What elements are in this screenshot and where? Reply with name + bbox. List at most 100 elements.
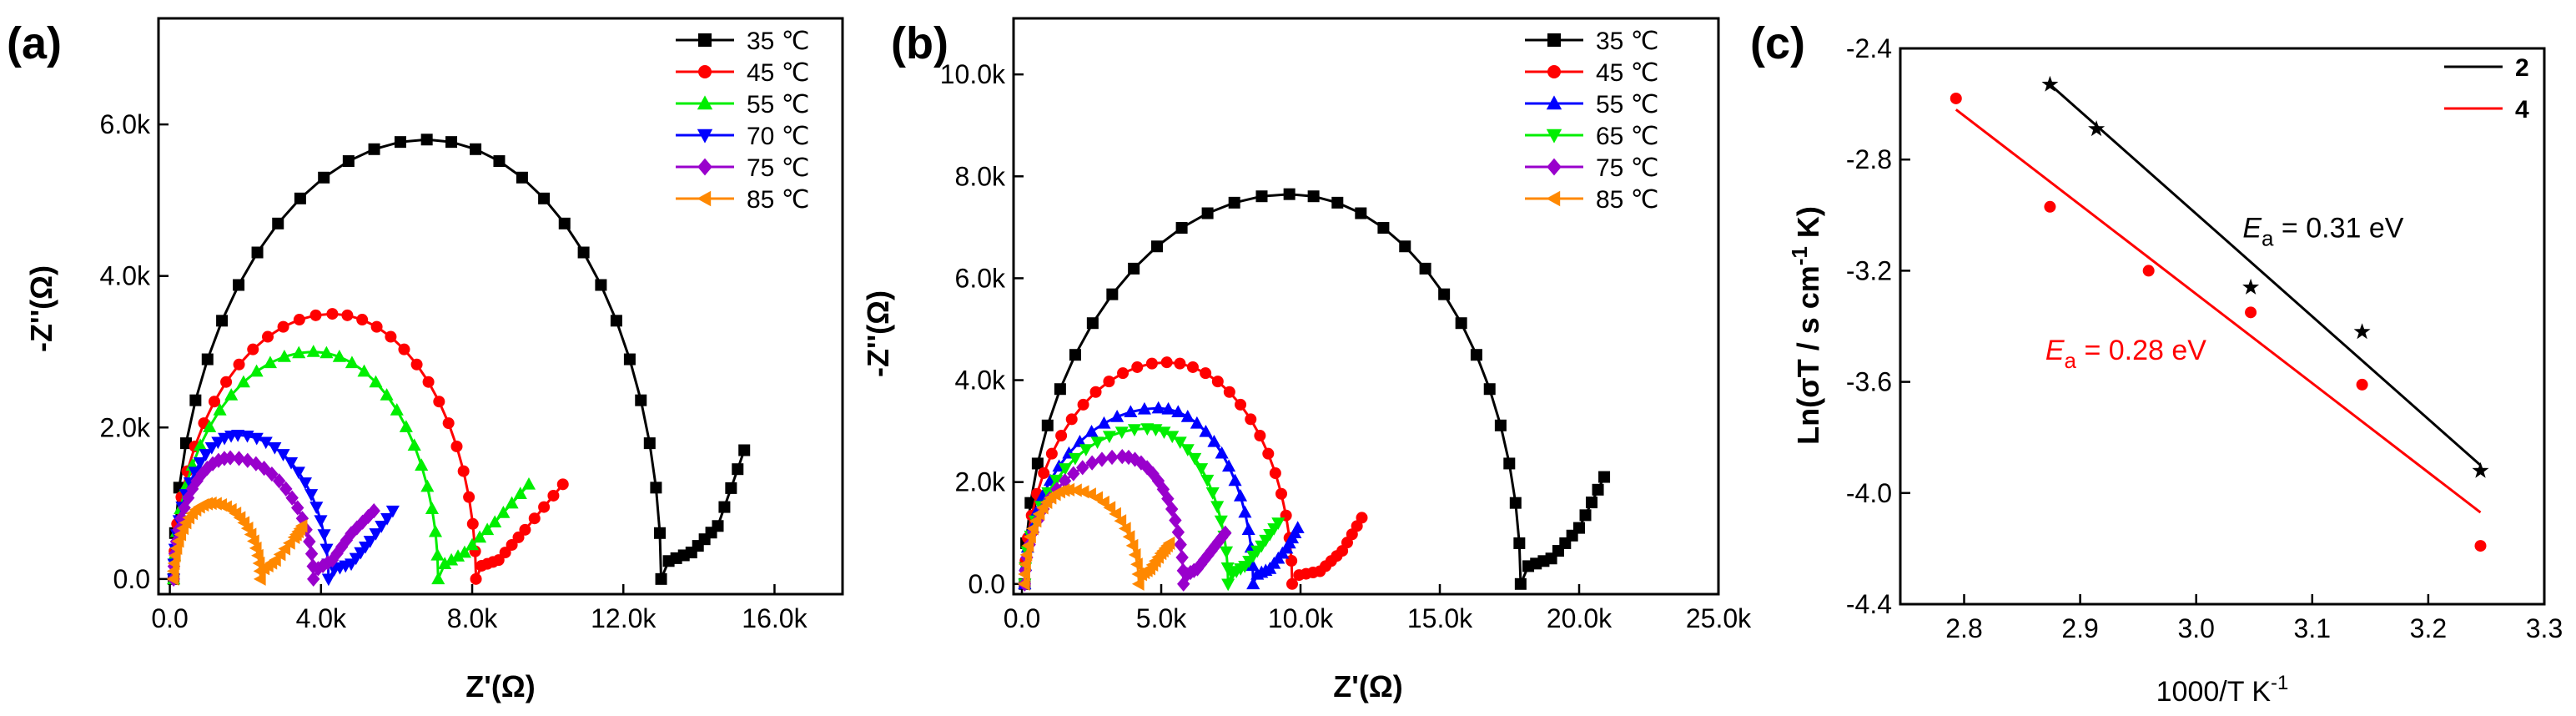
series-b-2-point — [1065, 413, 1078, 426]
series-a-5-point — [195, 466, 209, 482]
legend-label: 85 ℃ — [1596, 186, 1658, 214]
series-a-4-point — [211, 436, 225, 450]
series-c-2-activation-energy: Ea = 0.28 eV — [2045, 335, 2206, 373]
series-a-5-point — [285, 490, 299, 506]
series-b-4-point — [1221, 578, 1235, 592]
series-b-1-point — [1455, 317, 1467, 330]
series-b-5-point — [1105, 449, 1119, 466]
series-b-1-point — [1255, 190, 1268, 203]
legend-label: 55 ℃ — [1596, 91, 1658, 118]
series-a-3-point — [390, 403, 404, 416]
panel-label-c: (c) — [1750, 18, 1805, 68]
series-a-4-point — [369, 528, 383, 541]
series-b-5-point — [1211, 534, 1225, 550]
series-b-5-point — [1215, 529, 1229, 546]
series-b-6-point — [1024, 530, 1036, 544]
series-b-1-point — [1151, 240, 1164, 253]
series-c-1-point — [2353, 323, 2371, 340]
series-a-5-point — [304, 546, 319, 562]
series-a-3-point — [399, 420, 413, 432]
series-a-5-point — [272, 473, 286, 489]
series-a-5-point — [265, 466, 279, 482]
series-a-3-point — [505, 496, 519, 509]
x-tick-label: 16.0k — [742, 603, 808, 633]
series-a-1-point — [342, 155, 355, 168]
y-tick-label: -2.8 — [1846, 144, 1892, 174]
series-b-4-point — [1214, 515, 1228, 528]
ea-symbol: E — [2045, 335, 2065, 366]
series-a-5-point — [335, 539, 349, 555]
series-b-5-point — [1219, 525, 1232, 541]
series-b-6-point — [1128, 547, 1141, 562]
y-tick-label: 2.0k — [100, 412, 151, 442]
series-b-4-point — [1102, 431, 1116, 444]
series-b-4-point — [1127, 424, 1142, 436]
series-b-1-point — [1175, 222, 1188, 234]
series-a-5-point — [303, 533, 316, 550]
series-a-1-point — [179, 437, 192, 450]
series-c-2-point — [2356, 378, 2368, 391]
series-a-4-point — [259, 436, 273, 450]
series-c-2-point — [2044, 200, 2056, 213]
series-a-1-point — [420, 134, 433, 146]
series-a-1-point — [516, 171, 528, 184]
series-a-2-point — [499, 547, 511, 559]
series-b-6-point — [1130, 557, 1143, 572]
series-b-3-point — [1215, 446, 1229, 459]
series-b-3-point — [1171, 405, 1185, 418]
series-b-5-point — [1190, 561, 1205, 577]
series-a-2-point — [370, 320, 383, 333]
series-b-2-point — [1131, 361, 1144, 373]
x-axis-label-c: 1000/T K-1 — [2156, 672, 2289, 708]
series-b-1-point — [1573, 522, 1586, 534]
series-b-6-point — [1122, 530, 1135, 544]
series-b-1-point — [1579, 509, 1592, 522]
series-a-1-point — [650, 482, 662, 494]
series-b-4-point — [1195, 463, 1209, 476]
y-axis-label-c-text: Ln(σT / s cm — [1791, 265, 1825, 445]
series-b-1-point — [1355, 207, 1367, 219]
series-b-1-point — [1470, 349, 1482, 361]
series-a-3-point — [473, 530, 487, 543]
series-a-1-point — [595, 279, 607, 291]
series-a-1-point — [654, 527, 667, 539]
ea-value: = 0.31 eV — [2273, 212, 2403, 244]
legend-marker — [1547, 33, 1561, 47]
series-b-2-point — [1160, 356, 1173, 369]
panel-b: (b) 0.0 5.0k 10.0k 15.0k 20.0k 25.0k 0.0 2.0k 4… — [861, 17, 1752, 703]
legend-label: 65 ℃ — [1596, 123, 1658, 150]
series-a-3-point — [428, 524, 443, 537]
series-a-2-point — [492, 554, 505, 567]
series-b-6-point — [1125, 538, 1139, 552]
series-b-5-point — [1161, 491, 1175, 507]
y-tick-label: -3.2 — [1846, 255, 1892, 285]
series-b-4-point — [1114, 426, 1129, 440]
series-b-2-point — [1262, 447, 1275, 460]
legend-b: 35 ℃ 45 ℃ 55 ℃ 65 ℃ 75 ℃ 85 ℃ — [1525, 28, 1658, 214]
legend-marker — [698, 65, 712, 78]
series-a-2-point — [422, 376, 435, 388]
series-a-2-point — [208, 396, 220, 408]
series-b-1-point — [1592, 483, 1604, 496]
y-tick-label: 0.0 — [113, 564, 150, 594]
panel-label-b: (b) — [891, 18, 948, 68]
series-a-3-point — [425, 502, 439, 514]
y-tick-label: -4.0 — [1846, 478, 1892, 508]
series-a-1-point — [610, 315, 622, 327]
x-tick-label: 4.0k — [296, 603, 347, 633]
legend-marker — [698, 33, 712, 47]
series-a-2-point — [247, 343, 259, 355]
series-a-6-point — [294, 519, 308, 533]
series-b-1-point — [1228, 196, 1240, 209]
series-a-5-point — [311, 561, 325, 577]
y-tick-label: -3.6 — [1846, 367, 1892, 397]
series-a-1-point — [538, 192, 551, 204]
x-ticks-a: 0.0 4.0k 8.0k 12.0k 16.0k — [151, 584, 808, 633]
series-a-1-point — [216, 315, 229, 327]
series-b-1-point — [1307, 190, 1320, 203]
series-b-2-point — [1055, 430, 1068, 442]
legend-marker — [1546, 129, 1562, 144]
series-b-5-point — [1135, 455, 1148, 471]
series-a-2-point — [512, 531, 525, 543]
series-b-2-point — [1186, 361, 1199, 373]
